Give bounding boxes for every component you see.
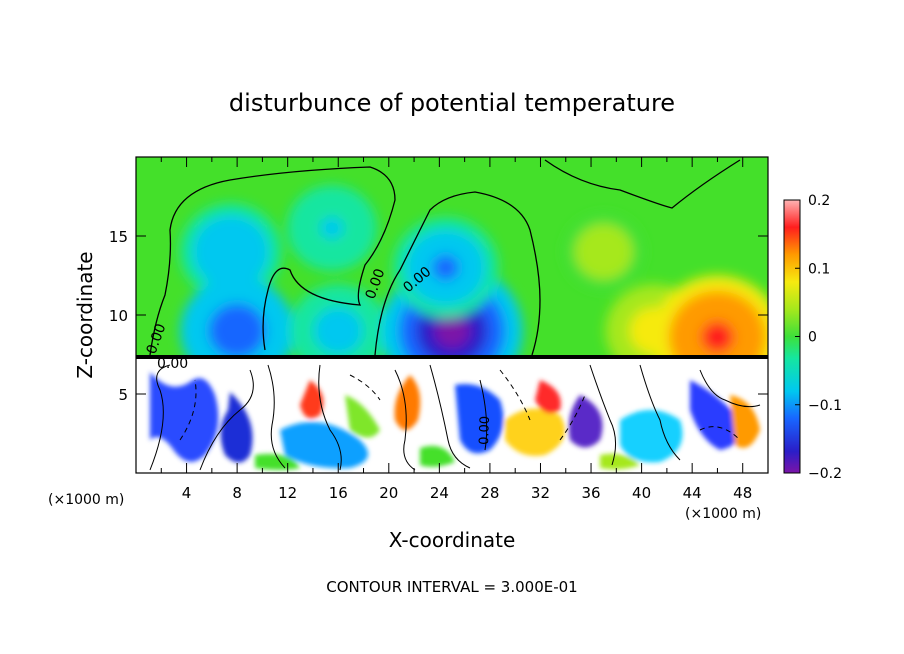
colorbar-tick-label: −0.1 (808, 398, 842, 414)
anomaly-shade (593, 242, 614, 262)
x-tick-label: 8 (232, 484, 242, 502)
x-unit-label-right: (×1000 m) (685, 506, 761, 522)
anomaly-shade (320, 217, 344, 239)
zero-contours (149, 159, 741, 356)
x-tick-label: 20 (379, 484, 398, 502)
x-unit-label-left: (×1000 m) (48, 492, 124, 508)
x-tick-label: 32 (531, 484, 550, 502)
x-axis-ticks: 4 8 12 16 20 24 28 32 36 40 44 48 (160, 157, 752, 502)
colorbar-ticks: 0.2 0.1 0 −0.1 −0.2 (795, 193, 842, 482)
upper-layer-anomalies (179, 185, 768, 399)
x-tick-label: 16 (329, 484, 348, 502)
anomaly-shade (218, 239, 244, 264)
y-tick-label: 5 (118, 386, 128, 404)
anomaly-shade (432, 255, 459, 281)
anomaly-shade (326, 319, 351, 343)
contour-interval-footer: CONTOUR INTERVAL = 3.000E-01 (326, 578, 577, 596)
anomaly-shade (222, 317, 252, 345)
colorbar-tick-label: −0.2 (808, 466, 842, 482)
x-tick-label: 24 (430, 484, 449, 502)
interface-band (136, 355, 768, 359)
heatmap-field (136, 157, 768, 473)
y-axis-ticks: 5 10 15 (109, 228, 768, 404)
anomaly-shade (701, 321, 734, 353)
x-tick-label: 40 (632, 484, 651, 502)
anomaly-shade (434, 313, 470, 348)
y-axis-label: Z-coordinate (73, 251, 97, 378)
y-tick-label: 10 (109, 307, 128, 325)
contour-label: 0.00 (477, 416, 493, 445)
x-tick-label: 48 (733, 484, 752, 502)
y-tick-label: 15 (109, 228, 128, 246)
colorbar-tick-label: 0 (808, 330, 817, 346)
colorbar-tick-label: 0.2 (808, 193, 830, 209)
x-tick-label: 28 (480, 484, 499, 502)
x-tick-label: 36 (581, 484, 600, 502)
lower-turbulent-layer (136, 358, 768, 473)
x-tick-label: 44 (683, 484, 702, 502)
x-axis-label: X-coordinate (389, 528, 516, 552)
colorbar-tick-label: 0.1 (808, 261, 830, 277)
chart-title: disturbunce of potential temperature (229, 89, 675, 117)
contour-label: 0.00 (157, 356, 188, 372)
x-tick-label: 12 (278, 484, 297, 502)
x-tick-label: 4 (182, 484, 192, 502)
